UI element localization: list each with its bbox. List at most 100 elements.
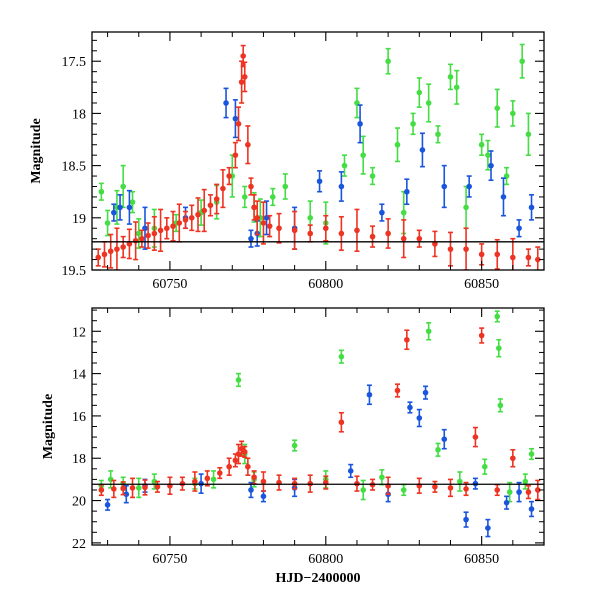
data-point [251,204,257,211]
data-point [164,225,170,232]
data-point [145,232,151,239]
data-point [126,241,133,247]
data-point [357,121,363,127]
data-point [245,463,251,470]
data-point [120,183,126,190]
data-point [519,58,525,65]
data-point [223,100,229,106]
y-tick-label: 18 [72,107,86,122]
data-point [182,217,189,223]
x-tick-label: 60750 [152,552,187,567]
data-point [494,251,501,258]
data-point [425,328,432,335]
data-point [210,476,217,483]
x-tick-label: 60750 [152,277,187,292]
data-point [291,227,298,234]
data-point [478,332,485,339]
data-point [266,223,273,229]
data-point [254,215,261,221]
data-point [500,194,507,200]
data-point [488,162,494,169]
data-point [422,389,429,396]
data-point [516,225,522,232]
data-point [240,53,246,59]
data-point [510,455,516,462]
y-tick-label: 17.5 [62,55,87,70]
y-tick-label: 20 [72,495,86,510]
data-point [394,387,401,394]
data-point [485,152,491,158]
data-point [416,89,423,96]
data-point [232,115,239,122]
data-point [120,244,126,250]
data-point [220,185,226,192]
y-tick-label: 19 [72,212,86,227]
data-point [111,486,117,492]
data-point [151,478,158,485]
data-point [111,209,117,216]
data-point [338,230,345,237]
data-point [441,436,448,442]
data-point [341,162,348,169]
data-point [525,254,532,261]
data-point [322,225,329,232]
data-point [425,100,432,106]
data-point [525,131,532,138]
data-point [466,183,472,190]
data-point [338,419,345,426]
data-point [457,478,463,485]
data-point [114,246,120,252]
data-point [394,141,401,148]
data-point [369,233,376,240]
data-point [270,194,276,200]
data-point [226,173,232,179]
data-point [453,84,460,91]
y-tick-label: 22 [72,537,86,552]
data-point [95,254,102,261]
data-point [107,476,114,483]
data-point [307,230,314,237]
data-point [207,202,214,209]
data-point [463,204,469,211]
data-point [534,256,541,263]
data-point [241,194,248,200]
data-point [129,199,136,205]
data-point [410,121,416,127]
data-point [503,499,510,506]
data-point [478,251,485,258]
data-point [195,211,201,218]
data-point [104,220,111,226]
data-point [478,141,485,148]
data-point [400,209,407,216]
data-point [496,345,502,352]
data-point [204,475,211,482]
bottom-panel: 60750 60800 60850 12 14 16 18 20 22 [72,307,545,567]
data-point [525,489,532,495]
data-point [282,183,289,190]
data-point [135,485,142,491]
data-point [260,493,267,500]
series-2 [98,327,541,501]
data-point [506,489,513,495]
data-point [534,487,541,493]
y-tick-label: 19.5 [62,264,87,279]
data-point [516,489,522,495]
data-point [447,246,454,252]
data-point [400,235,407,242]
data-point [291,442,298,449]
y-axis-title-bottom: Magnitude [41,394,56,459]
data-point [135,230,142,237]
data-point [226,463,232,470]
data-point [385,230,391,237]
data-point [107,248,114,255]
data-point [241,74,248,80]
data-point [98,487,105,493]
data-point [385,58,391,65]
series-0 [98,43,532,249]
data-point [366,391,373,398]
data-point [485,525,491,531]
y-tick-label: 16 [72,410,86,425]
data-point [400,487,407,493]
data-point [494,105,501,112]
data-point [248,183,254,190]
